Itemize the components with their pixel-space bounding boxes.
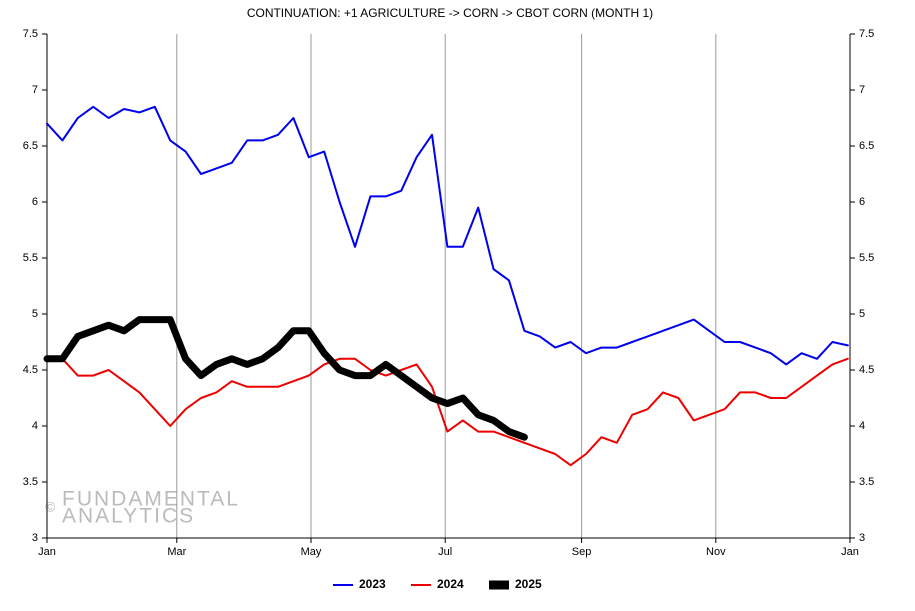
watermark-symbol: © <box>45 499 57 515</box>
x-tick-label: Mar <box>167 546 186 558</box>
y-tick-label: 3 <box>32 532 38 544</box>
watermark: © FUNDAMENTAL ANALYTICS <box>45 488 240 528</box>
y-tick-label: 6.5 <box>23 140 38 152</box>
legend-label: 2023 <box>359 577 386 591</box>
legend-label: 2025 <box>515 577 542 591</box>
y2-tick-label: 7 <box>859 84 865 96</box>
watermark-line: ANALYTICS <box>62 505 195 528</box>
x-tick-label: Jan <box>38 546 56 558</box>
watermark-line: FUNDAMENTAL <box>62 488 240 511</box>
y-tick-label: 7 <box>32 84 38 96</box>
y2-tick-label: 5.5 <box>859 252 874 264</box>
x-tick-label: Nov <box>706 546 726 558</box>
series-line <box>43 316 528 441</box>
y2-tick-label: 4 <box>859 420 865 432</box>
series-line <box>46 105 849 366</box>
y-tick-label: 5.5 <box>23 252 38 264</box>
y2-tick-label: 7.5 <box>859 28 874 40</box>
y2-tick-label: 6 <box>859 196 865 208</box>
y-tick-label: 6 <box>32 196 38 208</box>
y-tick-label: 5 <box>32 308 38 320</box>
y-tick-label: 3.5 <box>23 476 38 488</box>
x-tick-label: Jul <box>438 546 452 558</box>
x-tick-label: May <box>301 546 322 558</box>
y2-tick-label: 3 <box>859 532 865 544</box>
x-tick-label: Sep <box>572 546 592 558</box>
y2-tick-label: 3.5 <box>859 476 874 488</box>
y2-tick-label: 6.5 <box>859 140 874 152</box>
series-line <box>46 357 849 467</box>
chart-title: CONTINUATION: +1 AGRICULTURE -> CORN -> … <box>247 6 653 20</box>
legend-label: 2024 <box>437 577 464 591</box>
y2-tick-label: 5 <box>859 308 865 320</box>
x-tick-label: Jan <box>841 546 859 558</box>
y-tick-label: 4.5 <box>23 364 38 376</box>
y-tick-label: 7.5 <box>23 28 38 40</box>
y2-tick-label: 4.5 <box>859 364 874 376</box>
y-tick-label: 4 <box>32 420 38 432</box>
